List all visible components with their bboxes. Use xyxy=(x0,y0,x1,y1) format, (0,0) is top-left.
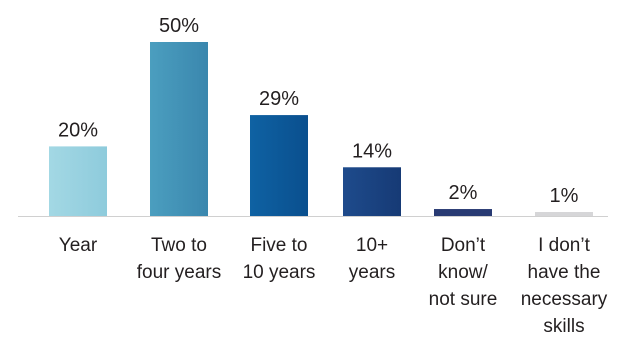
category-label-line: have the xyxy=(528,262,601,283)
category-label-4: 10+ years xyxy=(349,235,395,283)
bar-2 xyxy=(150,42,208,216)
category-label-line: not sure xyxy=(429,289,498,310)
value-label-1: 20% xyxy=(58,119,98,141)
bar-3 xyxy=(250,115,308,216)
bar-5 xyxy=(434,209,492,216)
bar-1 xyxy=(49,146,107,216)
category-label-2: Two to four years xyxy=(137,235,221,283)
value-label-3: 29% xyxy=(259,88,299,110)
category-label-line: necessary xyxy=(521,289,608,310)
category-label-line: four years xyxy=(137,262,221,283)
category-label-1: Year xyxy=(59,235,98,256)
category-label-line: skills xyxy=(543,316,584,337)
category-label-5: Don’t know/not sure xyxy=(429,235,498,310)
category-label-line: Two to xyxy=(151,235,207,256)
bar-4 xyxy=(343,167,401,216)
category-labels-layer: Year Two to four years Five to 10 years 10+ ye… xyxy=(59,235,608,337)
value-labels-layer: 20% 50% 29% 14% 2% 1% xyxy=(58,15,579,207)
category-label-line: 10 years xyxy=(243,262,316,283)
value-label-6: 1% xyxy=(550,185,579,207)
category-label-line: years xyxy=(349,262,395,283)
category-label-line: Five to xyxy=(250,235,307,256)
bars-layer xyxy=(49,42,593,216)
value-label-2: 50% xyxy=(159,15,199,37)
category-label-line: 10+ xyxy=(356,235,388,256)
category-label-line: I don’t xyxy=(538,235,590,256)
bar-6 xyxy=(535,212,593,216)
value-label-5: 2% xyxy=(449,182,478,204)
category-label-line: Don’t xyxy=(441,235,486,256)
category-label-line: know/ xyxy=(438,262,488,283)
category-label-3: Five to 10 years xyxy=(243,235,316,283)
category-label-line: Year xyxy=(59,235,98,256)
value-label-4: 14% xyxy=(352,140,392,162)
category-label-6: I don’t have the necessary skills xyxy=(521,235,608,337)
